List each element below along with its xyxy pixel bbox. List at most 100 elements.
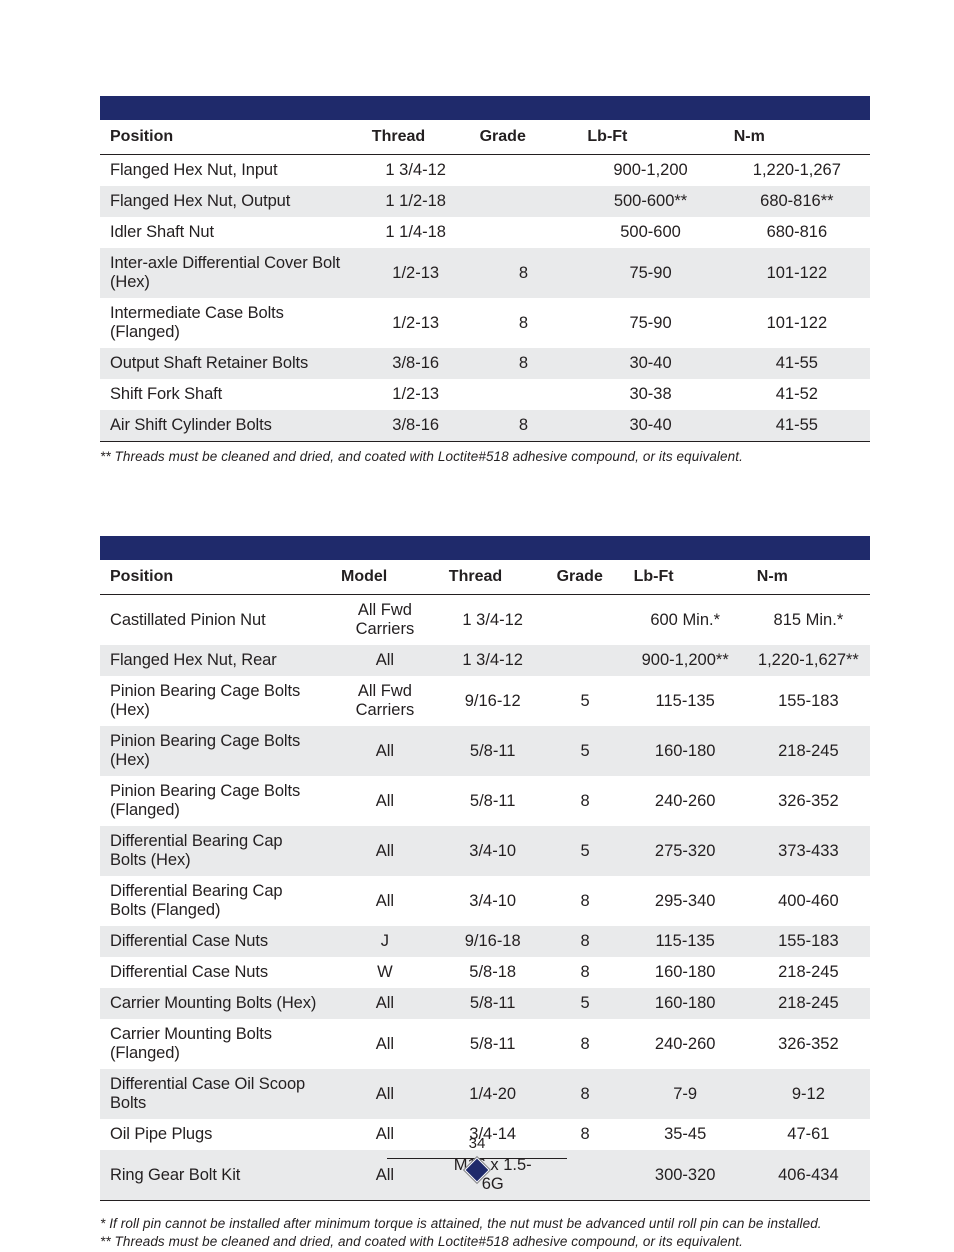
cell-lbft: 115-135	[624, 926, 747, 957]
cell-model: All Fwd Carriers	[331, 595, 439, 646]
cell-lbft: 160-180	[624, 957, 747, 988]
cell-grade: 8	[547, 1069, 624, 1119]
cell-thread: 3/4-10	[439, 826, 547, 876]
cell-thread: 5/8-11	[439, 1019, 547, 1069]
cell-lbft: 500-600	[577, 217, 723, 248]
cell-position: Differential Bearing Cap Bolts (Flanged)	[100, 876, 331, 926]
cell-thread: 9/16-12	[439, 676, 547, 726]
col-grade: Grade	[547, 560, 624, 595]
cell-grade: 8	[547, 1019, 624, 1069]
cell-grade: 8	[470, 298, 578, 348]
cell-position: Intermediate Case Bolts (Flanged)	[100, 298, 362, 348]
col-nm: N-m	[747, 560, 870, 595]
cell-model: J	[331, 926, 439, 957]
table-row: Differential Case NutsJ9/16-188115-13515…	[100, 926, 870, 957]
diamond-icon	[464, 1157, 489, 1182]
cell-thread: 3/8-16	[362, 410, 470, 442]
cell-nm: 326-352	[747, 1019, 870, 1069]
cell-position: Flanged Hex Nut, Output	[100, 186, 362, 217]
table2-header-bar	[100, 536, 870, 560]
cell-thread: 5/8-11	[439, 988, 547, 1019]
cell-lbft: 600 Min.*	[624, 595, 747, 646]
cell-thread: 1/4-20	[439, 1069, 547, 1119]
cell-lbft: 75-90	[577, 248, 723, 298]
cell-thread: 1 3/4-12	[439, 645, 547, 676]
cell-nm: 155-183	[747, 676, 870, 726]
page: Position Thread Grade Lb-Ft N-m Flanged …	[0, 0, 954, 1235]
cell-lbft: 240-260	[624, 776, 747, 826]
cell-lbft: 75-90	[577, 298, 723, 348]
torque-table-1: Position Thread Grade Lb-Ft N-m Flanged …	[100, 96, 870, 442]
cell-lbft: 30-40	[577, 348, 723, 379]
cell-nm: 400-460	[747, 876, 870, 926]
col-position: Position	[100, 120, 362, 155]
table2-footnote-1: * If roll pin cannot be installed after …	[100, 1215, 870, 1233]
table-row: Castillated Pinion NutAll Fwd Carriers1 …	[100, 595, 870, 646]
cell-thread: 3/4-10	[439, 876, 547, 926]
table-row: Flanged Hex Nut, Input1 3/4-12900-1,2001…	[100, 155, 870, 187]
cell-grade: 5	[547, 726, 624, 776]
cell-nm: 1,220-1,627**	[747, 645, 870, 676]
table-row: Flanged Hex Nut, Output1 1/2-18500-600**…	[100, 186, 870, 217]
cell-grade: 8	[547, 876, 624, 926]
cell-grade: 8	[470, 410, 578, 442]
table-row: Intermediate Case Bolts (Flanged)1/2-138…	[100, 298, 870, 348]
cell-position: Carrier Mounting Bolts (Hex)	[100, 988, 331, 1019]
cell-thread: 5/8-11	[439, 726, 547, 776]
cell-position: Differential Case Nuts	[100, 957, 331, 988]
cell-lbft: 295-340	[624, 876, 747, 926]
cell-grade: 5	[547, 676, 624, 726]
table-row: Differential Case NutsW5/8-188160-180218…	[100, 957, 870, 988]
cell-thread: 5/8-11	[439, 776, 547, 826]
cell-grade: 5	[547, 988, 624, 1019]
table1-header-bar	[100, 96, 870, 120]
col-nm: N-m	[724, 120, 870, 155]
cell-lbft: 160-180	[624, 726, 747, 776]
page-footer: 34	[0, 1135, 954, 1183]
cell-position: Differential Bearing Cap Bolts (Hex)	[100, 826, 331, 876]
cell-lbft: 7-9	[624, 1069, 747, 1119]
cell-grade: 8	[547, 957, 624, 988]
cell-position: Differential Case Oil Scoop Bolts	[100, 1069, 331, 1119]
cell-thread: 1/2-13	[362, 379, 470, 410]
table2-footnote-2: ** Threads must be cleaned and dried, an…	[100, 1233, 870, 1251]
cell-grade	[547, 645, 624, 676]
cell-nm: 218-245	[747, 988, 870, 1019]
cell-grade: 8	[547, 926, 624, 957]
table-row: Pinion Bearing Cage Bolts (Flanged)All5/…	[100, 776, 870, 826]
cell-position: Shift Fork Shaft	[100, 379, 362, 410]
cell-model: All Fwd Carriers	[331, 676, 439, 726]
cell-thread: 1 3/4-12	[362, 155, 470, 187]
cell-grade: 8	[470, 348, 578, 379]
cell-thread: 9/16-18	[439, 926, 547, 957]
cell-lbft: 900-1,200	[577, 155, 723, 187]
col-model: Model	[331, 560, 439, 595]
cell-nm: 373-433	[747, 826, 870, 876]
cell-position: Flanged Hex Nut, Rear	[100, 645, 331, 676]
cell-nm: 218-245	[747, 957, 870, 988]
col-position: Position	[100, 560, 331, 595]
cell-model: All	[331, 726, 439, 776]
col-lbft: Lb-Ft	[624, 560, 747, 595]
cell-lbft: 500-600**	[577, 186, 723, 217]
cell-grade	[470, 155, 578, 187]
cell-lbft: 275-320	[624, 826, 747, 876]
cell-thread: 1/2-13	[362, 298, 470, 348]
cell-nm: 815 Min.*	[747, 595, 870, 646]
cell-lbft: 160-180	[624, 988, 747, 1019]
cell-grade	[470, 217, 578, 248]
cell-nm: 41-55	[724, 410, 870, 442]
table1-footnote: ** Threads must be cleaned and dried, an…	[100, 448, 870, 466]
col-grade: Grade	[470, 120, 578, 155]
torque-table-2: Position Model Thread Grade Lb-Ft N-m Ca…	[100, 536, 870, 1201]
cell-position: Pinion Bearing Cage Bolts (Hex)	[100, 726, 331, 776]
cell-lbft: 30-40	[577, 410, 723, 442]
table-row: Pinion Bearing Cage Bolts (Hex)All5/8-11…	[100, 726, 870, 776]
cell-nm: 218-245	[747, 726, 870, 776]
table-row: Idler Shaft Nut1 1/4-18500-600680-816	[100, 217, 870, 248]
page-number: 34	[0, 1135, 954, 1152]
table-row: Differential Case Oil Scoop BoltsAll1/4-…	[100, 1069, 870, 1119]
cell-position: Idler Shaft Nut	[100, 217, 362, 248]
cell-thread: 1/2-13	[362, 248, 470, 298]
table-row: Output Shaft Retainer Bolts3/8-16830-404…	[100, 348, 870, 379]
